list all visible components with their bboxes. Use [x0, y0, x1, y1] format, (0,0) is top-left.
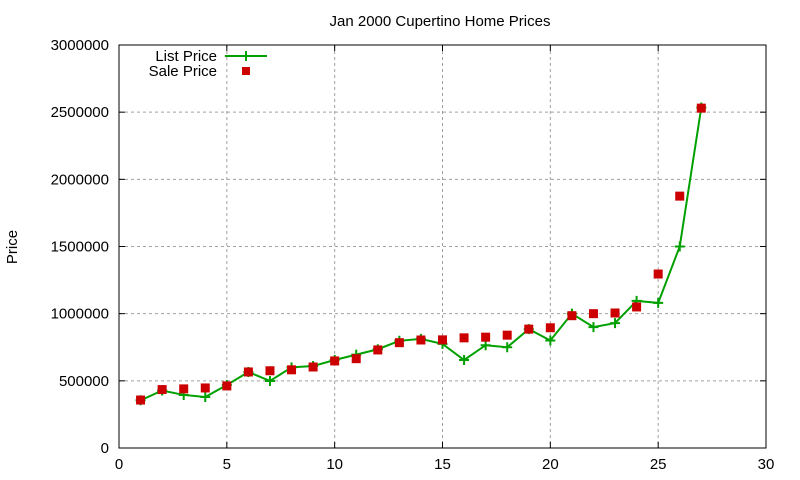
- y-axis-label: Price: [4, 230, 21, 264]
- plot-frame: [118, 44, 767, 449]
- sale-price-point: [481, 332, 491, 342]
- grid-lines: [119, 45, 766, 448]
- sale-price-point: [157, 385, 167, 395]
- sale-price-point: [179, 384, 189, 394]
- x-tick-label: 30: [758, 456, 775, 473]
- sale-price-point: [545, 323, 555, 333]
- x-tick-label: 20: [542, 456, 559, 473]
- legend-marker-list-price: [241, 51, 251, 61]
- sale-price-point: [588, 309, 598, 319]
- list-price-line: [140, 107, 703, 402]
- sale-price-point: [653, 269, 663, 279]
- list-price-point: [674, 241, 685, 252]
- list-price-point: [264, 375, 275, 386]
- axis-ticks: 0 5 10 15 20 25 30 0 500000 1000000 1500000 2000000…: [51, 37, 775, 473]
- sale-price-point: [524, 324, 534, 334]
- sale-price-point: [696, 103, 706, 113]
- sale-price-point: [416, 335, 426, 345]
- sale-price-point: [373, 345, 383, 355]
- sale-price-point: [136, 395, 146, 405]
- legend-label-list-price: List Price: [155, 48, 217, 65]
- sale-price-point: [222, 381, 232, 391]
- list-price-point: [588, 322, 599, 333]
- list-price-point: [502, 342, 513, 353]
- legend: List Price Sale Price: [149, 48, 267, 80]
- sale-price-point: [567, 311, 577, 321]
- list-price-point: [653, 297, 664, 308]
- sale-price-point: [610, 308, 620, 318]
- list-price-point: [459, 355, 470, 366]
- sale-price-point: [200, 383, 210, 393]
- sale-price-point: [632, 302, 642, 312]
- y-tick-label: 2000000: [51, 171, 109, 188]
- x-tick-label: 5: [223, 456, 231, 473]
- legend-label-sale-price: Sale Price: [149, 63, 217, 80]
- sale-price-point: [330, 356, 340, 366]
- sale-price-point: [351, 354, 361, 364]
- y-tick-label: 1500000: [51, 239, 109, 256]
- x-tick-label: 15: [434, 456, 451, 473]
- sale-price-point: [394, 338, 404, 348]
- chart-title: Jan 2000 Cupertino Home Prices: [330, 13, 551, 30]
- sale-price-point: [438, 335, 447, 345]
- list-price-point: [200, 391, 211, 402]
- sale-price-point: [308, 362, 318, 372]
- sale-price-point: [243, 367, 253, 377]
- legend-marker-sale-price: [242, 67, 250, 75]
- sale-price-point: [502, 330, 512, 340]
- list-price-point: [610, 318, 621, 329]
- sale-price-point: [287, 365, 297, 375]
- y-tick-label: 1000000: [51, 306, 109, 323]
- x-tick-label: 10: [326, 456, 343, 473]
- x-tick-label: 0: [115, 456, 123, 473]
- y-tick-label: 2500000: [51, 104, 109, 121]
- series-layer: [135, 102, 707, 406]
- sale-price-point: [459, 333, 469, 343]
- list-price-point: [545, 335, 556, 346]
- sale-price-point: [265, 366, 275, 376]
- y-tick-label: 3000000: [51, 37, 109, 54]
- sale-price-point: [675, 191, 685, 201]
- y-tick-label: 0: [101, 440, 109, 457]
- y-tick-label: 500000: [59, 373, 109, 390]
- x-tick-label: 25: [650, 456, 667, 473]
- list-price-point: [480, 340, 491, 351]
